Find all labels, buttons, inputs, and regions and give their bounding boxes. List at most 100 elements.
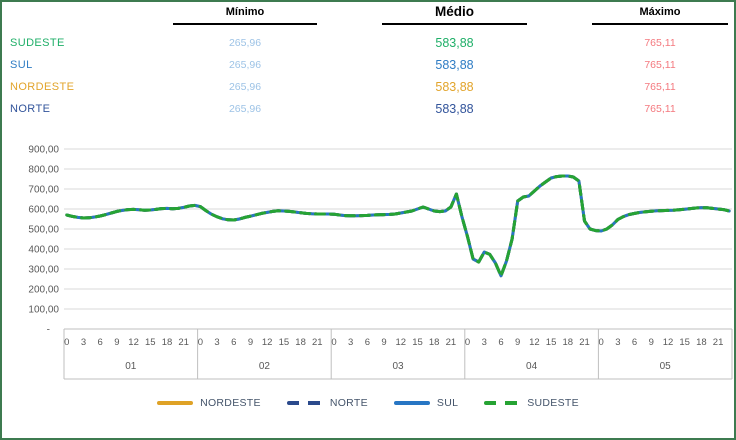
legend-swatch-sul: [393, 401, 430, 405]
series-line-sudeste: [65, 174, 731, 278]
hour-tick-label: 6: [365, 337, 370, 348]
region-label: SUDESTE: [10, 37, 65, 49]
hour-tick-label: 6: [98, 337, 103, 348]
hour-tick-label: 18: [162, 337, 173, 348]
hour-tick-label: 15: [546, 337, 557, 348]
y-axis-label: 600,00: [28, 205, 59, 216]
hour-tick-label: 12: [395, 337, 406, 348]
series-line-sul: [65, 174, 731, 278]
series-line-nordeste: [65, 174, 731, 278]
legend-swatch-norte: [286, 401, 323, 405]
max-value: 765,11: [644, 37, 676, 49]
hour-tick-label: 18: [562, 337, 573, 348]
column-header-medio: Médio: [435, 4, 474, 19]
avg-value: 583,88: [435, 58, 474, 72]
legend-swatch-sudeste: [484, 401, 521, 405]
hour-tick-label: 21: [446, 337, 457, 348]
summary-row-nordeste: NORDESTE 265,96 583,88 765,11: [2, 79, 734, 95]
legend-swatch-nordeste: [157, 401, 194, 405]
avg-value: 583,88: [435, 80, 474, 94]
hour-tick-label: 3: [615, 337, 620, 348]
chart-legend: NORDESTE NORTE SUL SUDESTE: [2, 397, 734, 409]
summary-row-sudeste: SUDESTE 265,96 583,88 765,11: [2, 35, 734, 51]
y-axis-label: 900,00: [28, 145, 59, 156]
series-line-norte: [65, 174, 731, 278]
day-label: 03: [392, 361, 404, 372]
legend-label: SUL: [436, 397, 459, 409]
min-value: 265,96: [228, 81, 262, 93]
max-value: 765,11: [644, 59, 676, 71]
max-value: 765,11: [644, 103, 676, 115]
column-header-minimo: Mínimo: [225, 6, 265, 18]
summary-row-norte: NORTE 265,96 583,88 765,11: [2, 101, 734, 117]
region-label: SUL: [10, 59, 33, 71]
hour-tick-label: 3: [214, 337, 219, 348]
hour-tick-label: 9: [649, 337, 654, 348]
legend-item-nordeste[interactable]: NORDESTE: [157, 397, 261, 409]
region-label: NORDESTE: [10, 81, 75, 93]
avg-value: 583,88: [435, 36, 474, 50]
y-axis-label: 300,00: [28, 265, 59, 276]
region-label: NORTE: [10, 103, 51, 115]
hour-tick-label: 0: [198, 337, 203, 348]
hour-tick-label: 6: [498, 337, 503, 348]
y-axis-label: -: [47, 325, 50, 336]
y-axis-label: 100,00: [28, 305, 59, 316]
hour-tick-label: 18: [429, 337, 440, 348]
max-value: 765,11: [644, 81, 676, 93]
hour-tick-label: 21: [713, 337, 724, 348]
hour-tick-label: 3: [348, 337, 353, 348]
legend-label: NORTE: [329, 397, 368, 409]
hour-tick-label: 9: [515, 337, 520, 348]
legend-item-sudeste[interactable]: SUDESTE: [484, 397, 579, 409]
day-label: 02: [259, 361, 271, 372]
header-underline-minimo: [173, 23, 317, 25]
hour-tick-label: 15: [412, 337, 423, 348]
hour-tick-label: 21: [579, 337, 590, 348]
hour-tick-label: 18: [696, 337, 707, 348]
hour-tick-label: 18: [295, 337, 306, 348]
hour-tick-label: 3: [482, 337, 487, 348]
hour-tick-label: 15: [679, 337, 690, 348]
hour-tick-label: 0: [465, 337, 470, 348]
legend-label: SUDESTE: [527, 397, 579, 409]
hour-tick-label: 0: [64, 337, 69, 348]
column-header-maximo: Máximo: [639, 6, 681, 18]
summary-row-sul: SUL 265,96 583,88 765,11: [2, 57, 734, 73]
legend-item-sul[interactable]: SUL: [393, 397, 459, 409]
legend-item-norte[interactable]: NORTE: [286, 397, 368, 409]
y-axis-label: 400,00: [28, 245, 59, 256]
hour-tick-label: 15: [279, 337, 290, 348]
min-value: 265,96: [228, 103, 262, 115]
min-value: 265,96: [228, 59, 262, 71]
day-label: 05: [660, 361, 672, 372]
hour-tick-label: 21: [312, 337, 323, 348]
hour-tick-label: 12: [128, 337, 139, 348]
y-axis-label: 700,00: [28, 185, 59, 196]
hour-tick-label: 3: [81, 337, 86, 348]
day-label: 01: [125, 361, 137, 372]
hour-tick-label: 12: [529, 337, 540, 348]
hour-tick-label: 0: [331, 337, 336, 348]
hour-tick-label: 15: [145, 337, 156, 348]
avg-value: 583,88: [435, 102, 474, 116]
hour-tick-label: 9: [248, 337, 253, 348]
legend-label: NORDESTE: [200, 397, 261, 409]
y-axis-label: 500,00: [28, 225, 59, 236]
hour-tick-label: 6: [632, 337, 637, 348]
hour-tick-label: 12: [663, 337, 674, 348]
hour-tick-label: 0: [599, 337, 604, 348]
min-value: 265,96: [228, 37, 262, 49]
hour-tick-label: 21: [178, 337, 189, 348]
y-axis-label: 200,00: [28, 285, 59, 296]
hour-tick-label: 9: [381, 337, 386, 348]
y-axis-label: 800,00: [28, 165, 59, 176]
day-label: 04: [526, 361, 538, 372]
header-underline-maximo: [592, 23, 728, 25]
hour-tick-label: 9: [114, 337, 119, 348]
header-underline-medio: [382, 23, 527, 25]
hour-tick-label: 6: [231, 337, 236, 348]
hour-tick-label: 12: [262, 337, 273, 348]
